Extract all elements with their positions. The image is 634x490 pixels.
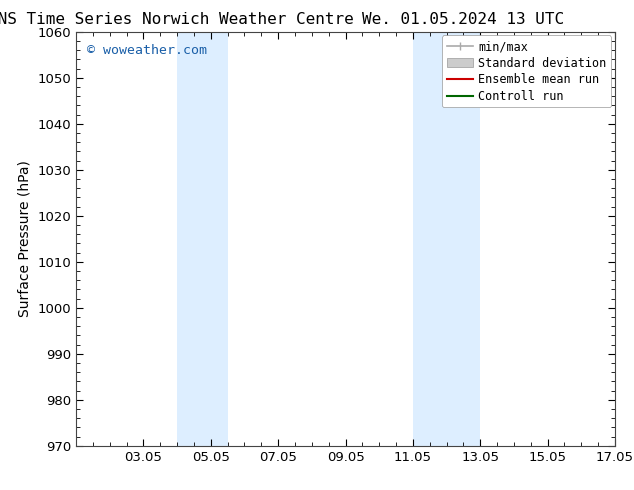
Y-axis label: Surface Pressure (hPa): Surface Pressure (hPa) (18, 160, 32, 318)
Bar (177, 32, 228, 446)
Text: ENS Time Series Norwich Weather Centre: ENS Time Series Norwich Weather Centre (0, 12, 354, 27)
Bar (413, 32, 481, 446)
Legend: min/max, Standard deviation, Ensemble mean run, Controll run: min/max, Standard deviation, Ensemble me… (442, 35, 611, 107)
Text: We. 01.05.2024 13 UTC: We. 01.05.2024 13 UTC (362, 12, 564, 27)
Text: © woweather.com: © woweather.com (87, 44, 207, 57)
